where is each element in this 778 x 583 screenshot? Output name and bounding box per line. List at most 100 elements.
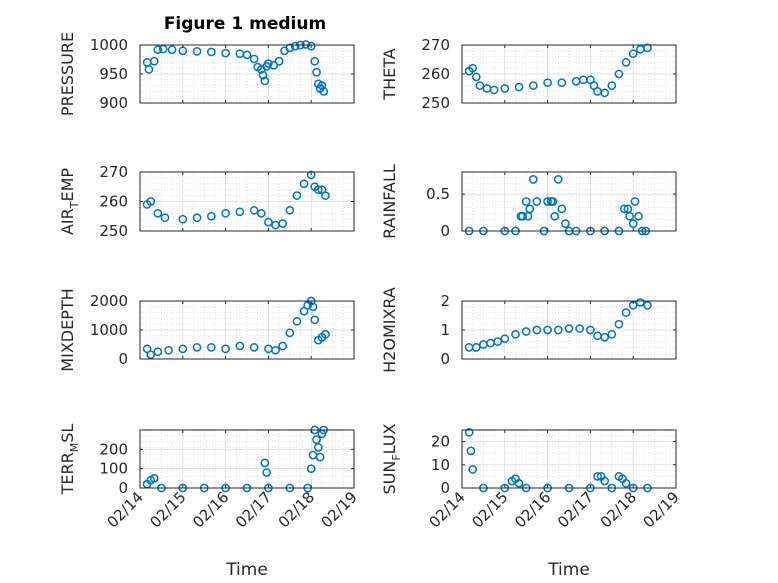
data-point [643, 43, 652, 53]
data-point [221, 344, 230, 354]
y-tick-label: 0 [440, 479, 450, 497]
x-axis-label: Time [547, 560, 590, 580]
data-point [511, 330, 520, 339]
data-point [600, 88, 610, 98]
y-axis-label-subscript: F [390, 454, 403, 460]
y-tick-label: 0.5 [426, 185, 450, 203]
data-point [619, 204, 629, 214]
axes-box [461, 429, 677, 489]
y-axis-label-text: LUX [380, 423, 399, 454]
data-point [553, 325, 563, 335]
y-tick-label: 10 [431, 456, 450, 474]
plot-area [140, 430, 354, 488]
data-point [164, 345, 173, 355]
y-tick-label: 950 [99, 65, 128, 83]
data-point [221, 208, 230, 218]
data-point [464, 427, 474, 437]
data-point [553, 175, 563, 184]
data-point [301, 40, 311, 49]
data-point [292, 316, 302, 326]
data-point [310, 315, 320, 325]
y-axis-label-subscript: M [68, 443, 81, 453]
data-point [500, 334, 510, 344]
data-point [285, 328, 295, 338]
data-point [290, 41, 300, 51]
y-axis-label-text: H2OMIXRA [380, 287, 399, 373]
y-tick-label: 1 [440, 321, 450, 339]
data-point [543, 78, 552, 88]
data-point [146, 350, 156, 359]
figure-title: Figure 1 medium [164, 14, 326, 34]
data-point [532, 325, 542, 335]
data-point [235, 207, 245, 217]
y-axis-label-subscript: T [68, 201, 81, 209]
data-point [310, 56, 320, 66]
y-tick-label: 250 [421, 94, 450, 112]
data-point [249, 54, 259, 64]
data-point [468, 465, 478, 474]
axes-box [461, 171, 677, 232]
data-point [317, 81, 327, 90]
data-point [144, 65, 154, 74]
data-point [258, 70, 268, 80]
data-point [321, 191, 330, 200]
data-point [319, 87, 329, 96]
data-point [543, 325, 552, 335]
data-point [514, 82, 524, 92]
data-point [256, 208, 266, 218]
data-point [489, 85, 499, 95]
data-point [521, 197, 531, 206]
data-point [630, 197, 640, 206]
data-point [167, 45, 177, 54]
data-point [500, 84, 510, 93]
y-axis-label-text: TERR [58, 452, 77, 495]
data-point [528, 81, 538, 90]
y-tick-label: 270 [421, 36, 450, 54]
data-point [206, 343, 216, 352]
y-tick-label: 1000 [90, 36, 128, 54]
y-tick-label: 900 [99, 94, 128, 112]
data-point [206, 211, 216, 221]
y-tick-label: 1000 [90, 321, 128, 339]
data-point [262, 468, 271, 477]
y-tick-label: 200 [99, 440, 128, 458]
data-point [607, 81, 617, 90]
data-point [149, 56, 159, 66]
data-point [643, 301, 652, 310]
data-point [625, 211, 634, 221]
y-axis-label: THETA [380, 48, 399, 100]
y-tick-label: 100 [99, 460, 128, 478]
data-point [543, 197, 552, 206]
data-point [471, 72, 481, 82]
panel-mixdepth: 0 1000 2000 MIXDEPTH [58, 288, 355, 372]
data-point [525, 204, 535, 214]
data-point [315, 452, 325, 462]
data-point [160, 213, 170, 223]
data-point [221, 48, 230, 58]
data-point [518, 211, 527, 221]
y-axis-label: MIXDEPTH [58, 288, 77, 371]
data-point [285, 43, 295, 53]
y-axis-label-text: RAINFALL [380, 164, 399, 239]
data-point [312, 67, 321, 77]
y-tick-label: 2 [440, 292, 450, 310]
data-point [178, 214, 188, 224]
data-point [313, 443, 323, 452]
y-axis-label-text: SL [58, 424, 77, 443]
y-axis-label-text: AIR [58, 208, 77, 235]
data-point [475, 81, 485, 90]
data-point [153, 347, 163, 357]
data-point [264, 217, 273, 227]
y-tick-label: 270 [99, 163, 128, 181]
data-point [621, 308, 631, 317]
data-point [192, 213, 202, 223]
y-tick-label: 250 [99, 222, 128, 240]
data-point [292, 191, 302, 200]
data-point [264, 59, 273, 68]
y-axis-label: RAINFALL [380, 164, 399, 239]
data-point [471, 343, 481, 352]
y-axis-label: PRESSURE [58, 32, 77, 116]
data-point [628, 219, 638, 228]
